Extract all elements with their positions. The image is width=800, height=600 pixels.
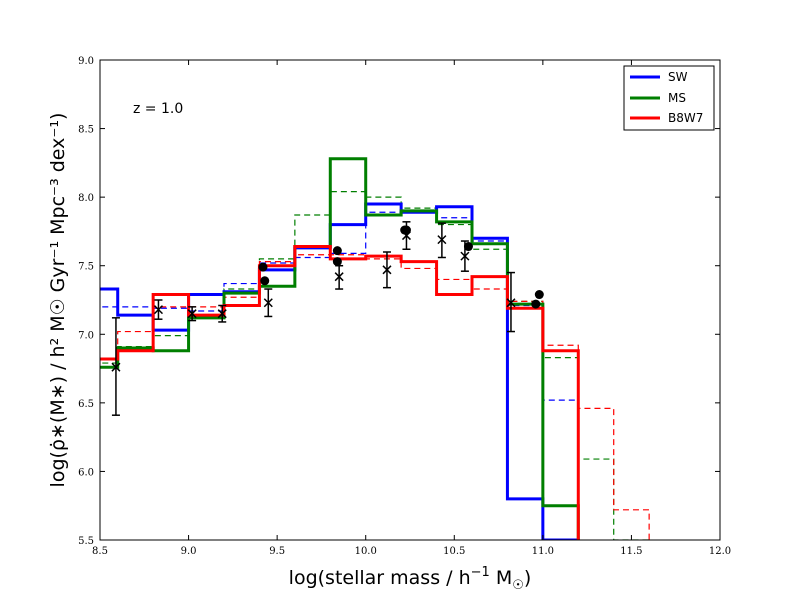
obs-dot-point xyxy=(332,246,342,256)
x-tick-label: 12.0 xyxy=(709,546,731,557)
cross-marker-b xyxy=(506,298,516,308)
y-tick-label: 8.5 xyxy=(78,125,94,136)
redshift-annotation: z = 1.0 xyxy=(133,101,183,117)
x-tick-label: 9.0 xyxy=(181,546,197,557)
obs-dot-point xyxy=(401,225,411,235)
x-tick-label: 8.5 xyxy=(92,546,108,557)
x-tick-label: 11.5 xyxy=(620,546,642,557)
obs-cross-point xyxy=(187,306,197,322)
x-tick-label: 11.0 xyxy=(532,546,554,557)
y-tick-label: 8.0 xyxy=(78,193,94,204)
obs-dot-point xyxy=(258,262,268,272)
obs-cross-point xyxy=(111,317,121,416)
legend-label-sw: SW xyxy=(668,70,688,84)
obs-cross-point xyxy=(382,251,392,289)
cross-marker-b xyxy=(153,305,163,315)
series-b8w7-dashed xyxy=(100,254,650,540)
y-axis-title: log(ρ̇∗(M∗) / h² M☉ Gyr⁻¹ Mpc⁻³ dex⁻¹) xyxy=(47,113,69,488)
cross-marker-b xyxy=(263,298,273,308)
legend-label-b8w7: B8W7 xyxy=(668,111,703,125)
cross-marker-b xyxy=(460,251,470,261)
legend: SW MS B8W7 xyxy=(623,65,715,131)
series-ms-solid xyxy=(100,157,580,540)
y-tick-label: 9.0 xyxy=(78,56,94,67)
y-tick-label: 6.0 xyxy=(78,467,94,478)
series-b8w7-solid xyxy=(100,245,580,540)
x-tick-label: 10.5 xyxy=(443,546,465,557)
obs-dot-point xyxy=(531,299,541,309)
y-tick-label: 7.5 xyxy=(78,262,94,273)
x-tick-label: 9.5 xyxy=(269,546,285,557)
obs-dot-point xyxy=(534,290,544,300)
x-tick-label: 10.0 xyxy=(355,546,377,557)
obs-cross-point xyxy=(217,304,227,323)
cross-marker-b xyxy=(187,309,197,319)
obs-cross-point xyxy=(437,222,447,259)
observations-layer xyxy=(111,221,544,416)
y-tick-label: 5.5 xyxy=(78,536,94,547)
y-tick-label: 7.0 xyxy=(78,330,94,341)
cross-marker-b xyxy=(334,272,344,282)
y-tick-label: 6.5 xyxy=(78,399,94,410)
obs-cross-point xyxy=(506,271,516,333)
plot-area xyxy=(100,60,720,540)
obs-dot-point xyxy=(332,257,342,267)
x-axis-title: log(stellar mass / h−1 M☉) xyxy=(289,565,532,593)
obs-dot-point xyxy=(260,276,270,286)
legend-label-ms: MS xyxy=(668,91,686,105)
cross-marker-b xyxy=(111,362,121,372)
cross-marker-b xyxy=(437,235,447,245)
ticks-layer: 8.5 9.0 9.5 10.0 10.5 11.0 11.5 12.0 5.5 6.0 6.5 7.… xyxy=(78,56,731,557)
cross-marker-b xyxy=(382,265,392,275)
obs-dot-point xyxy=(463,242,473,252)
obs-cross-point xyxy=(263,288,273,318)
plot-frame xyxy=(99,59,721,541)
cross-marker-b xyxy=(217,309,227,319)
obs-cross-point xyxy=(153,299,163,320)
